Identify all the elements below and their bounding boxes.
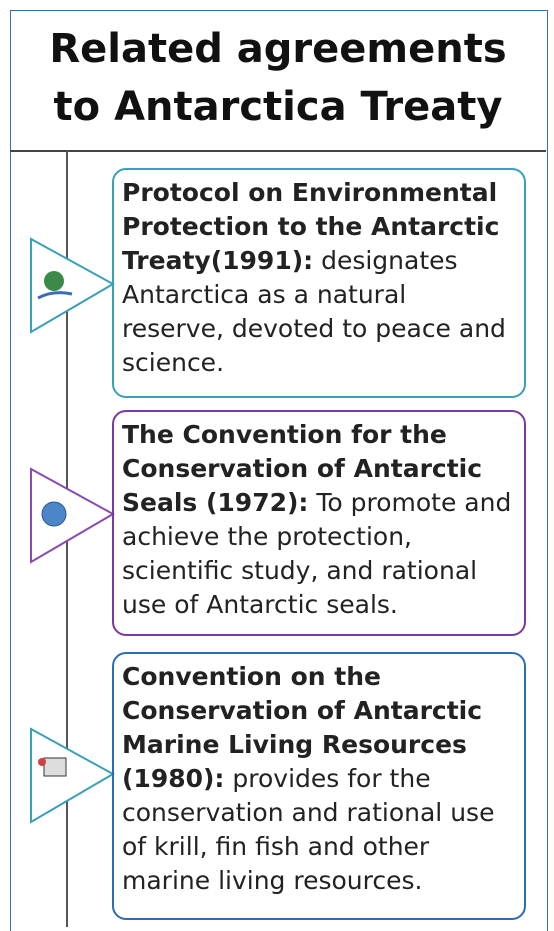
title-line: Related agreements <box>49 26 507 72</box>
title-line: to Antarctica Treaty <box>53 84 503 130</box>
card: Protocol on Environmental Protection to … <box>112 168 526 398</box>
card-text: To promote and achieve the protection, s… <box>122 488 512 619</box>
frame <box>10 10 548 931</box>
marker <box>30 727 116 824</box>
card: The Convention for the Conservation of A… <box>112 410 526 636</box>
card-text: designates Antarctica as a natural reser… <box>122 246 506 377</box>
card-name: Protocol on Environmental Protection to … <box>122 178 500 275</box>
card-text: provides for the conservation and ration… <box>122 764 495 895</box>
card-name: Convention on the Conservation of Antarc… <box>122 662 483 793</box>
card: Convention on the Conservation of Antarc… <box>112 652 526 920</box>
marker <box>30 467 116 564</box>
card-name: The Convention for the Conservation of A… <box>122 420 483 517</box>
title: Related agreements to Antarctica Treaty <box>10 20 546 136</box>
marker <box>30 237 116 334</box>
rule <box>10 150 546 152</box>
